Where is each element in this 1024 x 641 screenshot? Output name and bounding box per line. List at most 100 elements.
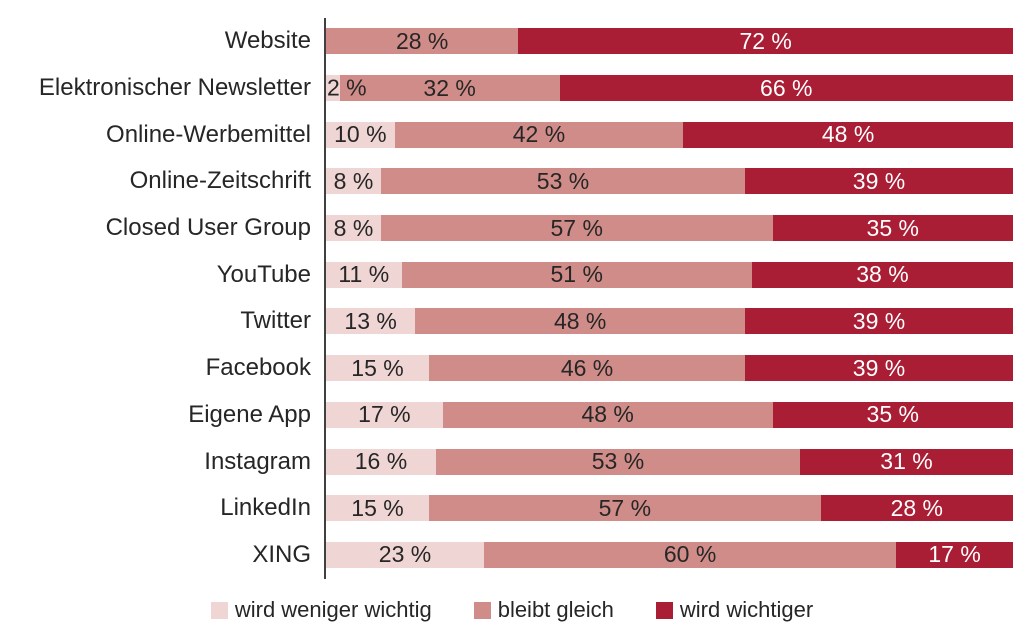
value-label: 35 % [866, 401, 919, 428]
value-label: 72 % [739, 27, 792, 54]
bar-segment-bleibt: 42 % [394, 121, 684, 148]
value-label: 57 % [598, 494, 652, 521]
value-label: 53 % [591, 448, 645, 475]
category-label: Elektronischer Newsletter [38, 74, 311, 102]
value-label: 38 % [856, 261, 909, 288]
chart-row: Online-Werbemittel 10 % 42 % 48 % [0, 111, 1024, 158]
bar-track: 23 % 60 % 17 % [326, 541, 1013, 568]
value-label: 8 % [333, 167, 374, 194]
chart-row: LinkedIn 15 % 57 % 28 % [0, 485, 1024, 532]
bar-segment-wichtiger: 72 % [518, 27, 1013, 55]
category-label: Eigene App [188, 400, 311, 428]
bar-segment-weniger: 10 % [326, 121, 395, 148]
value-label: 28 % [890, 494, 944, 521]
bar-segment-bleibt: 57 % [429, 494, 821, 522]
bar-track: 8 % 53 % 39 % [326, 167, 1013, 195]
bar-segment-bleibt: 57 % [380, 214, 773, 242]
bar-track: 8 % 57 % 35 % [326, 214, 1013, 242]
value-label: 16 % [354, 448, 408, 475]
value-label: 66 % [760, 74, 813, 101]
category-label: Facebook [205, 354, 311, 382]
chart-row: Facebook 15 % 46 % 39 % [0, 345, 1024, 392]
category-label: XING [252, 540, 311, 568]
value-label: 51 % [550, 261, 603, 288]
category-label: LinkedIn [220, 494, 311, 522]
legend-label: wird wichtiger [679, 597, 814, 622]
bar-track: 10 % 42 % 48 % [326, 121, 1013, 148]
bar-segment-wichtiger: 39 % [745, 307, 1013, 335]
bar-segment-weniger: 23 % [326, 541, 484, 568]
bar-segment-bleibt: 60 % [484, 541, 897, 568]
chart-row: Twitter 13 % 48 % 39 % [0, 298, 1024, 345]
category-label: YouTube [216, 260, 311, 288]
category-label: Online-Zeitschrift [129, 167, 311, 195]
bar-track: 15 % 46 % 39 % [326, 354, 1013, 382]
bar-segment-wichtiger: 28 % [820, 494, 1013, 522]
value-label: 39 % [852, 354, 906, 381]
bar-segment-bleibt: 53 % [380, 167, 746, 195]
bar-segment-wichtiger: 38 % [751, 261, 1013, 288]
value-label: 48 % [581, 401, 634, 428]
chart-row: Online-Zeitschrift 8 % 53 % 39 % [0, 158, 1024, 205]
category-label: Website [224, 27, 311, 55]
bar-track: 15 % 57 % 28 % [326, 494, 1013, 522]
value-label: 32 % [423, 74, 476, 101]
value-label: 42 % [512, 121, 566, 148]
bar-segment-weniger: 11 % [326, 261, 402, 288]
category-label: Closed User Group [105, 214, 311, 242]
bar-track: 2 % 32 % 66 % [326, 74, 1013, 102]
legend-item-wichtiger: wird wichtiger [655, 597, 814, 623]
value-label: 39 % [852, 307, 906, 334]
bar-track: 28 % 72 % [326, 27, 1013, 55]
chart-row: Instagram 16 % 53 % 31 % [0, 438, 1024, 485]
bar-segment-weniger: 15 % [326, 494, 430, 522]
bar-segment-bleibt: 48 % [415, 307, 746, 335]
bar-segment-bleibt: 46 % [429, 354, 746, 382]
value-label: 2 % [327, 74, 367, 101]
chart-row: Eigene App 17 % 48 % 35 % [0, 392, 1024, 439]
legend-label: wird weniger wichtig [234, 597, 432, 622]
legend-item-weniger: wird weniger wichtig [210, 597, 432, 623]
value-label: 11 % [338, 261, 390, 288]
value-label: 13 % [344, 307, 397, 334]
value-label: 15 % [351, 494, 404, 521]
stacked-bar-chart: Website 28 % 72 % Elektronischer Newsletter… [0, 18, 1024, 578]
bar-segment-wichtiger: 66 % [559, 74, 1013, 102]
legend-swatch-icon [655, 601, 673, 619]
bar-track: 17 % 48 % 35 % [326, 401, 1013, 428]
value-label: 28 % [395, 27, 449, 54]
value-label: 57 % [550, 214, 603, 241]
bar-segment-wichtiger: 17 % [896, 541, 1013, 568]
bar-segment-bleibt: 32 % [339, 74, 560, 102]
value-label: 46 % [560, 354, 614, 381]
chart-row: Website 28 % 72 % [0, 18, 1024, 65]
bar-segment-wichtiger: 39 % [745, 354, 1013, 382]
chart-row: XING 23 % 60 % 17 % [0, 532, 1024, 579]
chart-row: Closed User Group 8 % 57 % 35 % [0, 205, 1024, 252]
bar-track: 16 % 53 % 31 % [326, 448, 1013, 475]
value-label: 23 % [378, 541, 432, 568]
legend-swatch-icon [210, 601, 228, 619]
category-label: Twitter [240, 307, 311, 335]
legend-item-bleibt: bleibt gleich [473, 597, 614, 623]
category-label: Instagram [204, 447, 311, 475]
bar-segment-weniger: 2 % [326, 75, 367, 102]
bar-segment-wichtiger: 39 % [745, 168, 1013, 195]
value-label: 53 % [536, 167, 590, 194]
value-label: 35 % [866, 214, 919, 241]
bar-segment-weniger: 13 % [326, 307, 416, 335]
bar-segment-wichtiger: 31 % [800, 448, 1013, 475]
bar-segment-weniger: 16 % [326, 448, 436, 475]
value-label: 31 % [880, 448, 933, 475]
bar-segment-bleibt: 48 % [442, 401, 773, 428]
y-axis-line [324, 18, 326, 579]
value-label: 10 % [334, 121, 387, 148]
bar-segment-bleibt: 53 % [435, 448, 801, 475]
value-label: 8 % [333, 214, 374, 241]
chart-row: Elektronischer Newsletter 2 % 32 % 66 % [0, 65, 1024, 112]
chart-row: YouTube 11 % 51 % 38 % [0, 251, 1024, 298]
value-label: 17 % [358, 401, 411, 428]
value-label: 48 % [553, 307, 607, 334]
bar-segment-weniger: 8 % [326, 167, 381, 195]
